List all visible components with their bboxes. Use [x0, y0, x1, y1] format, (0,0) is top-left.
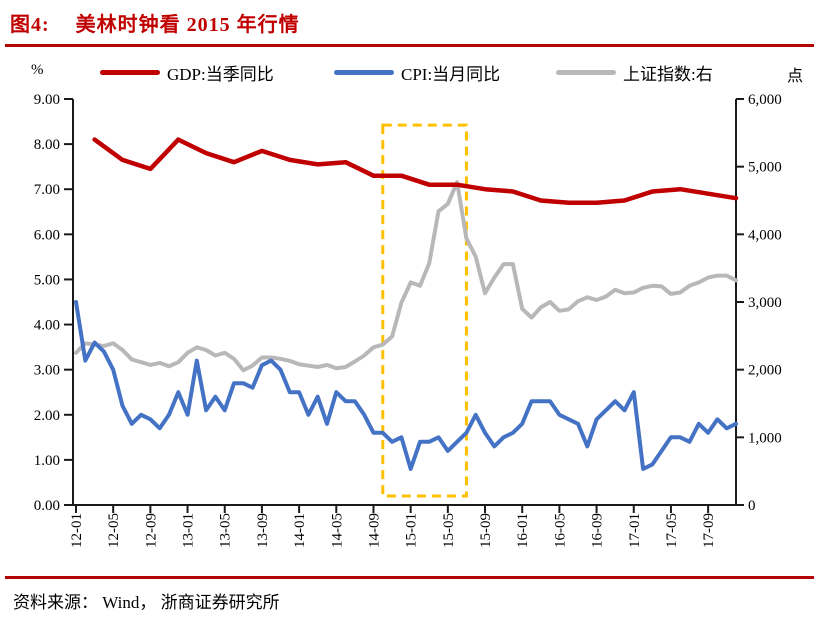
x-axis-tick-label: 15-09	[478, 513, 494, 548]
right-axis-unit: 点	[787, 68, 804, 85]
x-axis-tick-label: 13-05	[218, 513, 234, 548]
x-axis-tick-label: 16-09	[590, 513, 606, 548]
left-axis-tick-label: 5.00	[34, 272, 60, 288]
x-axis-tick-label: 12-09	[143, 513, 159, 548]
x-axis-tick-label: 13-09	[255, 513, 271, 548]
x-axis-tick-label: 12-01	[69, 513, 85, 548]
left-axis-tick-label: 3.00	[34, 363, 60, 379]
right-axis-tick-label: 1,000	[748, 430, 782, 446]
x-axis-tick-label: 13-01	[181, 513, 197, 548]
left-axis-unit: %	[31, 62, 44, 78]
x-axis-tick-label: 14-05	[329, 513, 345, 548]
figure-number: 图4:	[10, 14, 50, 36]
left-axis-tick-label: 7.00	[34, 182, 60, 198]
x-axis-tick-label: 17-05	[664, 513, 680, 548]
left-axis-tick-label: 8.00	[34, 137, 60, 153]
right-axis-tick-label: 4,000	[748, 227, 782, 243]
cpi-line	[74, 300, 738, 471]
left-axis-tick-label: 6.00	[34, 227, 60, 243]
highlight-box-2015-rally	[381, 123, 468, 498]
sse-index-line	[74, 180, 738, 373]
gdp-line	[92, 137, 739, 206]
x-axis-tick-label: 14-01	[292, 513, 308, 548]
right-axis-tick-label: 6,000	[748, 92, 782, 108]
x-axis-tick-label: 15-01	[404, 513, 420, 548]
right-axis-tick-label: 0	[748, 498, 756, 514]
top-divider-rule	[5, 44, 814, 47]
x-axis-tick-label: 17-01	[627, 513, 643, 548]
legend-label-sse: 上证指数:右	[623, 64, 713, 84]
left-axis-tick-label: 9.00	[34, 92, 60, 108]
legend-item-cpi: CPI:当月同比	[334, 63, 500, 84]
x-axis-tick-label: 15-05	[441, 513, 457, 548]
sse-line-swatch	[556, 69, 616, 75]
left-axis-tick-label: 1.00	[34, 453, 60, 469]
figure-title-text: 美林时钟看 2015 年行情	[75, 14, 300, 36]
x-axis-tick-label: 16-01	[515, 513, 531, 548]
line-chart: 9.00 8.00 7.00 6.00 5.00 4.00 3.00 2.00 1.00 0.00…	[34, 92, 782, 548]
x-axis-tick-label: 17-09	[701, 513, 717, 548]
legend-label-cpi: CPI:当月同比	[401, 64, 501, 84]
x-axis-tick-label: 12-05	[106, 513, 122, 548]
legend-label-gdp: GDP:当季同比	[167, 64, 274, 84]
cpi-line-swatch	[334, 69, 394, 75]
right-axis-tick-label: 3,000	[748, 295, 782, 311]
figure-title: 图4: 美林时钟看 2015 年行情	[10, 8, 300, 37]
legend-item-sse: 上证指数:右	[556, 63, 713, 84]
legend-item-gdp: GDP:当季同比	[100, 63, 274, 84]
left-axis-tick-label: 0.00	[34, 498, 60, 514]
right-axis-tick-label: 5,000	[748, 160, 782, 176]
left-axis-tick-label: 2.00	[34, 408, 60, 424]
bottom-divider-rule	[5, 576, 814, 579]
x-axis-tick-label: 14-09	[366, 513, 382, 548]
gdp-line-swatch	[100, 69, 160, 75]
right-axis-tick-label: 2,000	[748, 363, 782, 379]
x-axis-tick-label: 16-05	[552, 513, 568, 548]
source-note: 资料来源： Wind， 浙商证券研究所	[13, 593, 280, 612]
left-axis-tick-label: 4.00	[34, 318, 60, 334]
